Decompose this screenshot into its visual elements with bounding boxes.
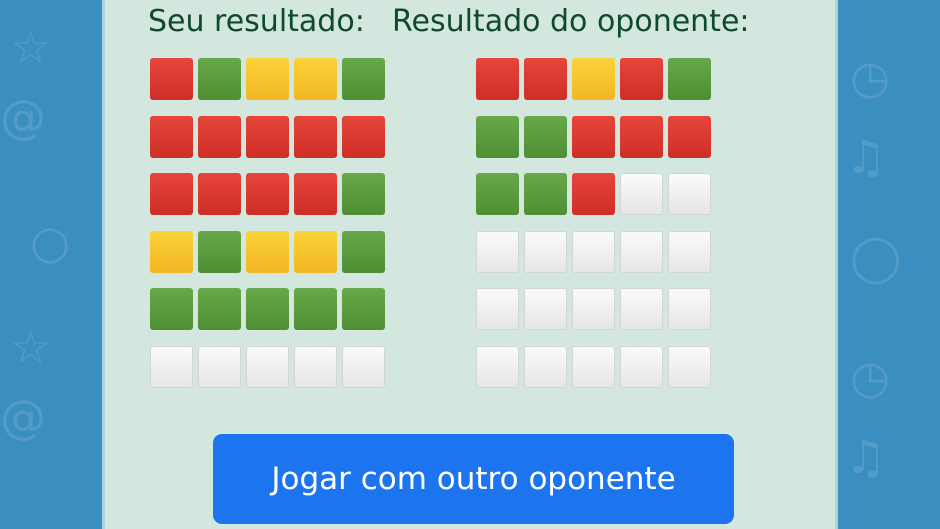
cell-green (342, 58, 385, 100)
cell-red (150, 115, 193, 158)
cell-red (342, 115, 385, 158)
cell-green (246, 288, 289, 330)
cell-red (620, 115, 663, 158)
opponent-result-grid (476, 58, 711, 388)
cell-green (198, 58, 241, 100)
cell-empty (668, 230, 711, 273)
ball-icon: ◯ (850, 230, 902, 284)
cell-red (524, 58, 567, 100)
cell-green (150, 288, 193, 330)
circle-icon: ○ (30, 215, 71, 269)
bell-icon: ♫ (845, 130, 887, 184)
cell-empty (476, 288, 519, 330)
cell-empty (342, 345, 385, 388)
cell-yellow (150, 230, 193, 273)
cell-green (342, 173, 385, 215)
cell-green (198, 230, 241, 273)
cell-empty (620, 345, 663, 388)
star-icon: ☆ (10, 320, 52, 374)
cell-red (150, 173, 193, 215)
at-icon: @ (0, 90, 46, 144)
clock-icon: ◷ (850, 350, 891, 404)
opponent-result-label: Resultado do oponente: (392, 4, 750, 39)
cell-green (476, 115, 519, 158)
cell-empty (476, 345, 519, 388)
cell-green (198, 288, 241, 330)
cell-empty (620, 230, 663, 273)
cell-empty (572, 288, 615, 330)
bell-icon: ♫ (845, 430, 887, 484)
cell-red (246, 173, 289, 215)
cell-red (150, 58, 193, 100)
cell-yellow (572, 58, 615, 100)
cell-yellow (246, 230, 289, 273)
play-another-opponent-button[interactable]: Jogar com outro oponente (213, 434, 734, 524)
cell-red (572, 115, 615, 158)
cell-green (668, 58, 711, 100)
cell-empty (524, 230, 567, 273)
cell-green (524, 173, 567, 215)
cell-green (476, 173, 519, 215)
cell-red (476, 58, 519, 100)
cell-empty (668, 173, 711, 215)
cell-red (198, 115, 241, 158)
cell-red (294, 173, 337, 215)
cell-empty (572, 230, 615, 273)
cell-red (198, 173, 241, 215)
cell-empty (668, 288, 711, 330)
results-panel: Seu resultado: Resultado do oponente: Jo… (102, 0, 838, 529)
cell-red (572, 173, 615, 215)
cell-green (524, 115, 567, 158)
cell-red (620, 58, 663, 100)
cell-empty (294, 345, 337, 388)
cell-empty (524, 288, 567, 330)
cell-yellow (294, 230, 337, 273)
cell-green (342, 230, 385, 273)
at-icon: @ (0, 390, 46, 444)
clock-icon: ◷ (850, 50, 891, 104)
your-result-grid (150, 58, 385, 388)
cell-yellow (246, 58, 289, 100)
cell-empty (150, 345, 193, 388)
your-result-label: Seu resultado: (148, 4, 365, 39)
cell-red (246, 115, 289, 158)
cell-empty (572, 345, 615, 388)
cell-green (294, 288, 337, 330)
cell-yellow (294, 58, 337, 100)
cell-red (668, 115, 711, 158)
cell-green (342, 288, 385, 330)
cell-empty (476, 230, 519, 273)
cell-empty (620, 173, 663, 215)
cell-empty (246, 345, 289, 388)
cell-empty (198, 345, 241, 388)
cell-empty (620, 288, 663, 330)
cell-empty (524, 345, 567, 388)
star-icon: ☆ (10, 20, 52, 74)
cell-red (294, 115, 337, 158)
cell-empty (668, 345, 711, 388)
